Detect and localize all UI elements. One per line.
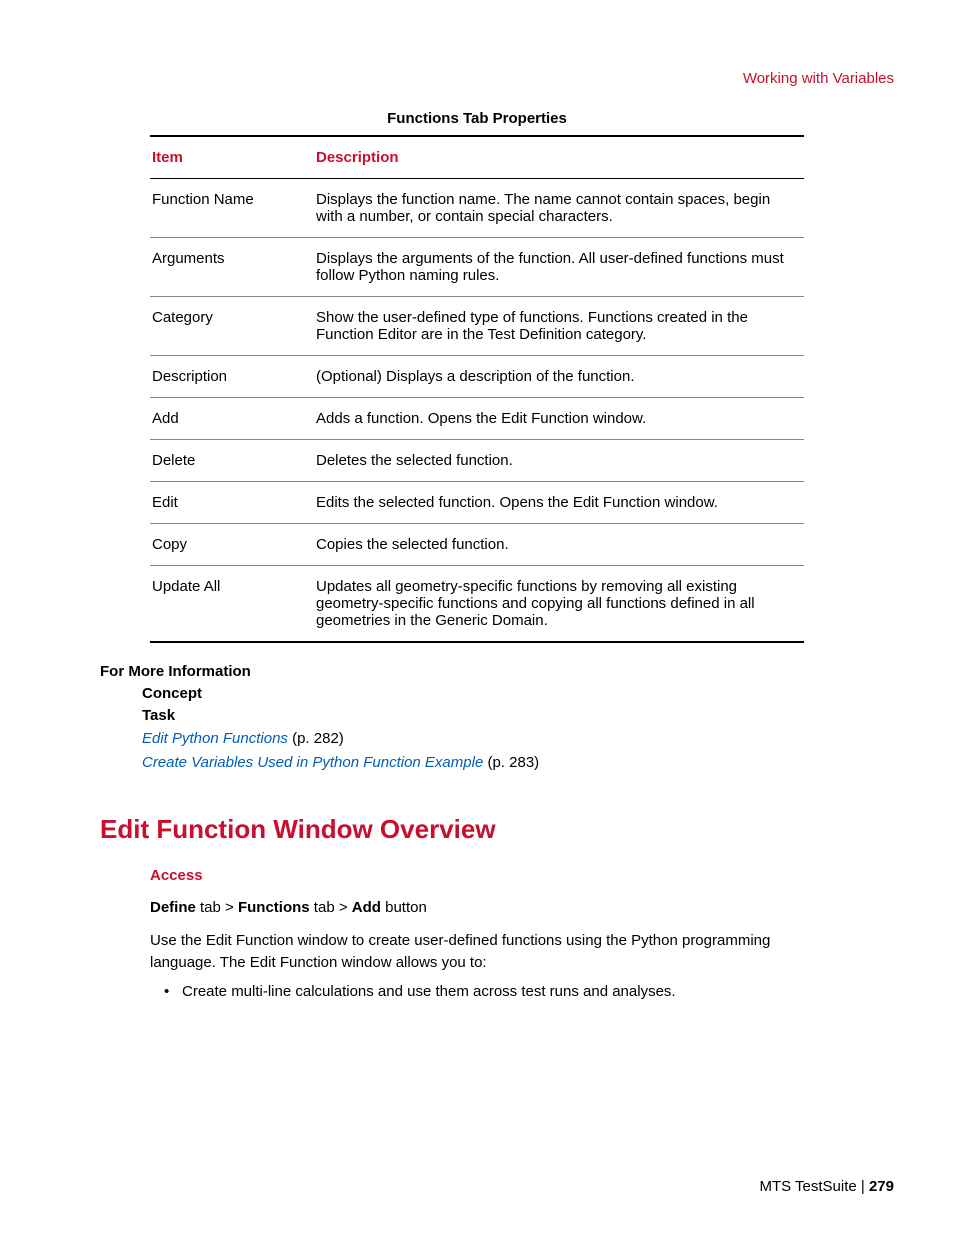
more-info-heading: For More Information xyxy=(100,661,894,683)
table-row: Delete Deletes the selected function. xyxy=(150,440,804,482)
properties-table: Item Description Function Name Displays … xyxy=(150,135,804,643)
cell-item: Copy xyxy=(150,524,314,566)
header-section-link[interactable]: Working with Variables xyxy=(743,70,894,87)
bullet-text: Create multi-line calculations and use t… xyxy=(182,981,676,1004)
cell-desc: Show the user-defined type of functions.… xyxy=(314,297,804,356)
col-header-description: Description xyxy=(314,136,804,179)
related-link[interactable]: Edit Python Functions xyxy=(142,730,288,747)
table-caption: Functions Tab Properties xyxy=(60,110,894,127)
table-row: Copy Copies the selected function. xyxy=(150,524,804,566)
cell-item: Delete xyxy=(150,440,314,482)
access-path: Define tab > Functions tab > Add button xyxy=(150,897,834,920)
path-sep: button xyxy=(381,899,427,916)
cell-item: Description xyxy=(150,356,314,398)
task-label: Task xyxy=(142,705,894,727)
bullet-item: • Create multi-line calculations and use… xyxy=(164,981,834,1004)
cell-desc: (Optional) Displays a description of the… xyxy=(314,356,804,398)
cell-item: Update All xyxy=(150,566,314,643)
related-link[interactable]: Create Variables Used in Python Function… xyxy=(142,754,483,771)
table-row: Add Adds a function. Opens the Edit Func… xyxy=(150,398,804,440)
document-page: Working with Variables Functions Tab Pro… xyxy=(0,0,954,1235)
table-row: Function Name Displays the function name… xyxy=(150,179,804,238)
cell-item: Add xyxy=(150,398,314,440)
footer-product: MTS TestSuite xyxy=(759,1178,856,1195)
table-row: Update All Updates all geometry-specific… xyxy=(150,566,804,643)
cell-desc: Displays the arguments of the function. … xyxy=(314,238,804,297)
related-link-row: Create Variables Used in Python Function… xyxy=(142,752,894,774)
page-footer: MTS TestSuite | 279 xyxy=(759,1178,894,1195)
table-row: Description (Optional) Displays a descri… xyxy=(150,356,804,398)
cell-item: Arguments xyxy=(150,238,314,297)
section-heading: Edit Function Window Overview xyxy=(100,814,894,845)
related-link-row: Edit Python Functions (p. 282) xyxy=(142,728,894,750)
concept-label: Concept xyxy=(142,683,894,705)
table-row: Category Show the user-defined type of f… xyxy=(150,297,804,356)
path-segment: Define xyxy=(150,899,196,916)
path-segment: Functions xyxy=(238,899,310,916)
cell-desc: Deletes the selected function. xyxy=(314,440,804,482)
table-header-row: Item Description xyxy=(150,136,804,179)
table-row: Arguments Displays the arguments of the … xyxy=(150,238,804,297)
table-row: Edit Edits the selected function. Opens … xyxy=(150,482,804,524)
section-paragraph: Use the Edit Function window to create u… xyxy=(150,930,834,975)
path-segment: Add xyxy=(352,899,381,916)
cell-item: Category xyxy=(150,297,314,356)
cell-desc: Edits the selected function. Opens the E… xyxy=(314,482,804,524)
cell-desc: Adds a function. Opens the Edit Function… xyxy=(314,398,804,440)
col-header-item: Item xyxy=(150,136,314,179)
path-sep: tab > xyxy=(310,899,352,916)
properties-table-wrap: Item Description Function Name Displays … xyxy=(150,135,804,643)
access-heading: Access xyxy=(150,865,834,888)
path-sep: tab > xyxy=(196,899,238,916)
related-link-page: (p. 282) xyxy=(288,730,344,747)
bullet-marker: • xyxy=(164,981,182,1004)
more-info-block: For More Information Concept Task Edit P… xyxy=(100,661,894,774)
cell-item: Function Name xyxy=(150,179,314,238)
footer-sep: | xyxy=(857,1178,869,1195)
section-body: Access Define tab > Functions tab > Add … xyxy=(150,865,834,1004)
cell-item: Edit xyxy=(150,482,314,524)
footer-page-number: 279 xyxy=(869,1178,894,1195)
related-link-page: (p. 283) xyxy=(483,754,539,771)
header-link-text: Working with Variables xyxy=(743,70,894,87)
cell-desc: Copies the selected function. xyxy=(314,524,804,566)
cell-desc: Updates all geometry-specific functions … xyxy=(314,566,804,643)
cell-desc: Displays the function name. The name can… xyxy=(314,179,804,238)
